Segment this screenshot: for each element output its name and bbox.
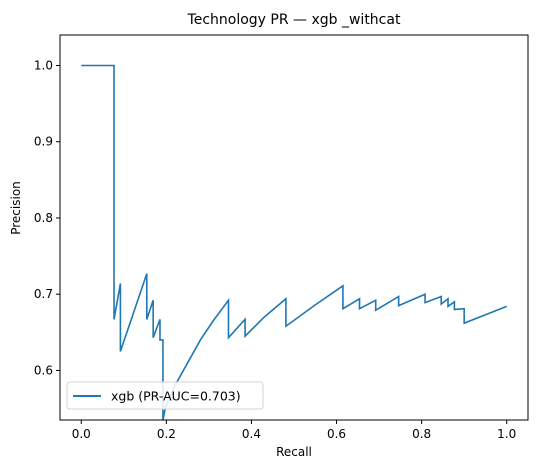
y-tick-label: 1.0 xyxy=(34,58,53,72)
y-axis-ticks: 0.6 0.7 0.8 0.9 1.0 xyxy=(34,58,60,377)
y-tick-label: 0.7 xyxy=(34,287,53,301)
plot-area xyxy=(59,34,529,421)
chart-title: Technology PR — xgb _withcat xyxy=(187,12,401,28)
x-tick-label: 0.4 xyxy=(242,427,261,441)
x-tick-label: 0.6 xyxy=(327,427,346,441)
y-tick-label: 0.6 xyxy=(34,363,53,377)
x-axis-ticks: 0.0 0.2 0.4 0.6 0.8 1.0 xyxy=(72,420,516,441)
x-tick-label: 1.0 xyxy=(497,427,516,441)
y-axis-label: Precision xyxy=(9,181,23,235)
legend-label: xgb (PR-AUC=0.703) xyxy=(111,389,241,404)
legend-box xyxy=(66,381,264,410)
legend: xgb (PR-AUC=0.703) xyxy=(66,381,264,410)
y-tick-label: 0.9 xyxy=(34,135,53,149)
x-axis-label: Recall xyxy=(276,445,312,459)
x-tick-label: 0.8 xyxy=(412,427,431,441)
x-tick-label: 0.2 xyxy=(157,427,176,441)
series-line-0 xyxy=(81,64,508,421)
y-tick-label: 0.8 xyxy=(34,211,53,225)
axes-frame xyxy=(59,34,529,421)
x-tick-label: 0.0 xyxy=(72,427,91,441)
